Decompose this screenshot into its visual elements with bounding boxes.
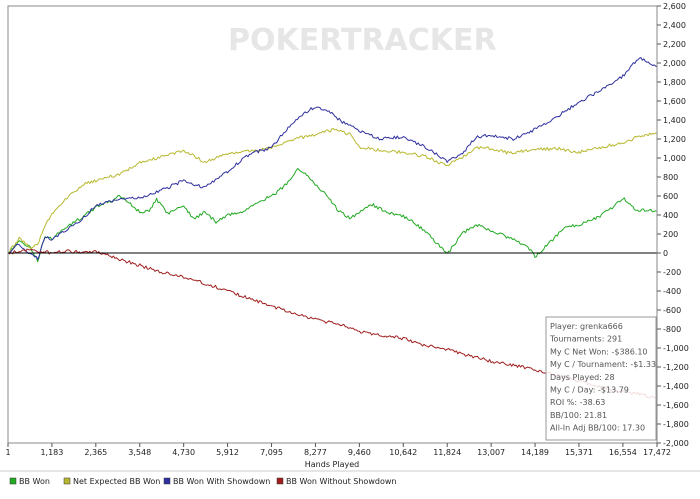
x-tick-label: 14,189 — [521, 448, 549, 457]
x-tick-label: 1 — [5, 448, 10, 457]
watermark-text: POKERTRACKER — [228, 23, 497, 58]
y-tick-label: 400 — [663, 211, 678, 220]
legend-swatch — [63, 477, 71, 485]
info-line: Tournaments: 291 — [549, 335, 622, 344]
series-line-2 — [7, 57, 658, 260]
info-line: BB/100: 21.81 — [550, 411, 607, 420]
info-line: Days Played: 28 — [550, 373, 615, 382]
legend: BB Won Net Expected BB Won BB Won With Sho… — [0, 470, 700, 486]
series-line-0 — [7, 168, 658, 263]
y-tick-label: 2,600 — [663, 2, 686, 11]
legend-label: BB Won — [19, 477, 50, 486]
y-tick-label: -1,000 — [663, 344, 689, 353]
legend-label: BB Won With Showdown — [173, 477, 270, 486]
y-tick-label: -2,000 — [663, 439, 689, 448]
x-tick-label: 11,824 — [433, 448, 461, 457]
info-line: Player: grenka666 — [550, 322, 623, 331]
y-tick-label: 1,800 — [663, 78, 686, 87]
info-line: ROI %: -38.63 — [550, 398, 605, 407]
series-line-1 — [7, 128, 658, 254]
legend-swatch — [9, 477, 17, 485]
y-tick-label: -800 — [663, 325, 681, 334]
info-box: Player: grenka666 Tournaments: 291 My C Ne… — [545, 316, 657, 441]
x-tick-label: 16,554 — [609, 448, 637, 457]
x-tick-label: 3,548 — [128, 448, 151, 457]
y-tick-label: -1,400 — [663, 382, 689, 391]
y-tick-label: 2,200 — [663, 40, 686, 49]
y-tick-label: -600 — [663, 306, 681, 315]
x-tick-label: 1,183 — [40, 448, 63, 457]
y-tick-label: 1,600 — [663, 97, 686, 106]
legend-swatch — [276, 477, 284, 485]
x-tick-label: 2,365 — [84, 448, 107, 457]
legend-label: Net Expected BB Won — [73, 477, 160, 486]
y-tick-label: 2,000 — [663, 59, 686, 68]
y-tick-label: 800 — [663, 173, 678, 182]
y-tick-label: -400 — [663, 287, 681, 296]
y-tick-label: -1,200 — [663, 363, 689, 372]
y-tick-label: 1,200 — [663, 135, 686, 144]
x-tick-label: 10,642 — [389, 448, 417, 457]
y-tick-label: 2,400 — [663, 21, 686, 30]
y-tick-label: -1,800 — [663, 420, 689, 429]
y-tick-label: 600 — [663, 192, 678, 201]
x-tick-label: 9,460 — [348, 448, 371, 457]
x-tick-label: 15,371 — [565, 448, 593, 457]
x-tick-label: 4,730 — [172, 448, 195, 457]
x-tick-label: 5,912 — [216, 448, 239, 457]
axes-layer: 1 1,183 2,365 3,548 4,730 5,912 7,095 8,277 9,46… — [5, 2, 688, 457]
x-tick-label: 7,095 — [260, 448, 283, 457]
x-axis-title: Hands Played — [305, 460, 359, 469]
info-line: My C / Tournament: -$1.33 — [550, 360, 656, 369]
plot-frame — [7, 5, 658, 444]
y-tick-label: 0 — [663, 249, 668, 258]
x-tick-label: 13,007 — [477, 448, 505, 457]
series-layer — [7, 57, 658, 399]
legend-label: BB Won Without Showdown — [286, 477, 396, 486]
x-tick-label: 17,472 — [643, 448, 671, 457]
y-tick-label: 200 — [663, 230, 678, 239]
info-line: My C / Day: -$13.79 — [550, 386, 629, 395]
info-line: My C Net Won: -$386.10 — [550, 347, 648, 356]
y-tick-label: 1,000 — [663, 154, 686, 163]
y-tick-label: 1,400 — [663, 116, 686, 125]
legend-swatch — [163, 477, 171, 485]
x-tick-label: 8,277 — [304, 448, 327, 457]
info-line: All-In Adj BB/100: 17.30 — [550, 424, 645, 433]
y-tick-label: -1,600 — [663, 401, 689, 410]
y-tick-label: -200 — [663, 268, 681, 277]
